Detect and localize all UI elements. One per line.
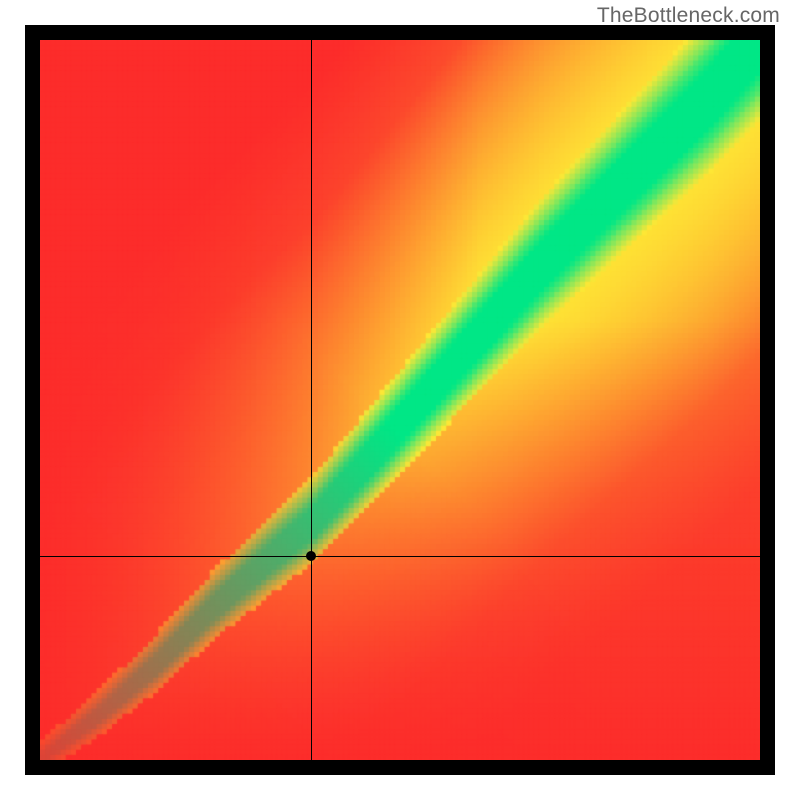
crosshair-vertical — [311, 40, 312, 760]
selection-dot — [306, 551, 316, 561]
plot-area — [40, 40, 760, 760]
chart-container: TheBottleneck.com — [0, 0, 800, 800]
crosshair-horizontal — [40, 556, 760, 557]
plot-border — [25, 25, 775, 775]
watermark-text: TheBottleneck.com — [597, 4, 780, 28]
bottleneck-heatmap — [40, 40, 760, 760]
